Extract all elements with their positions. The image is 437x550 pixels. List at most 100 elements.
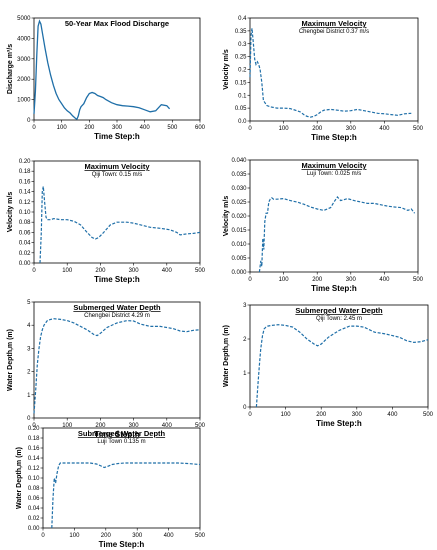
y-tick-label: 0.12 bbox=[19, 200, 31, 206]
y-tick-label: 2 bbox=[27, 370, 31, 376]
y-tick-label: 0.08 bbox=[19, 220, 31, 226]
y-tick-label: 0.25 bbox=[235, 55, 247, 61]
y-tick-label: 0 bbox=[27, 416, 31, 422]
chart-panel-6: 0 100 200 300 400 500 0 1 2 3 Submerged Water Dept… bbox=[223, 303, 434, 428]
y-tick-label: 0.4 bbox=[238, 16, 247, 22]
y-tick-label: 0 bbox=[27, 118, 31, 124]
y-tick-label: 0.00 bbox=[19, 261, 31, 267]
x-tick-label: 300 bbox=[346, 277, 357, 283]
x-tick-label: 200 bbox=[312, 277, 323, 283]
y-tick-label: 1 bbox=[243, 371, 247, 377]
chart-panel-2: 0 100 200 300 400 500 0.0 0.05 0.1 0.15 0.2 0.25 0.3… bbox=[223, 16, 424, 142]
y-tick-label: 0.18 bbox=[19, 169, 31, 175]
plot-frame bbox=[33, 301, 201, 419]
x-tick-label: 500 bbox=[167, 125, 178, 131]
x-tick-label: 300 bbox=[346, 126, 357, 132]
y-tick-label: 0.20 bbox=[28, 426, 40, 432]
x-axis-label: Time Step:h bbox=[94, 132, 140, 141]
x-tick-label: 300 bbox=[112, 125, 123, 131]
y-tick-label: 3000 bbox=[17, 57, 31, 63]
y-tick-label: 0.020 bbox=[231, 214, 247, 220]
x-tick-label: 100 bbox=[281, 412, 292, 418]
x-tick-label: 500 bbox=[423, 412, 434, 418]
y-tick-label: 0.10 bbox=[19, 210, 31, 216]
x-tick-label: 500 bbox=[413, 126, 424, 132]
y-axis-label: Velocity m/s bbox=[7, 192, 14, 233]
series-line-1 bbox=[258, 196, 416, 273]
y-tick-label: 0.16 bbox=[28, 446, 40, 452]
series-line-1 bbox=[33, 318, 201, 414]
x-axis-label: Time Step:h bbox=[311, 284, 357, 293]
y-tick-label: 5000 bbox=[17, 16, 31, 22]
y-tick-label: 0.000 bbox=[231, 270, 247, 276]
x-tick-label: 0 bbox=[41, 533, 45, 539]
series-line-1 bbox=[33, 19, 171, 121]
y-tick-label: 0.030 bbox=[231, 186, 247, 192]
y-tick-label: 0.10 bbox=[28, 476, 40, 482]
y-tick-label: 3 bbox=[243, 303, 247, 309]
x-tick-label: 500 bbox=[413, 277, 424, 283]
x-tick-label: 0 bbox=[248, 126, 252, 132]
x-axis-label: Time Step:h bbox=[94, 430, 140, 439]
y-tick-label: 1 bbox=[27, 393, 31, 399]
chart-title: Submerged Water Depth bbox=[73, 303, 161, 312]
chart-title: Maximum Velocity bbox=[301, 161, 367, 170]
x-axis-label: Time Step:h bbox=[316, 419, 362, 428]
y-tick-label: 0.18 bbox=[28, 436, 40, 442]
x-tick-label: 500 bbox=[195, 533, 206, 539]
y-tick-label: 0.035 bbox=[231, 172, 247, 178]
y-tick-label: 0.12 bbox=[28, 466, 40, 472]
x-tick-label: 0 bbox=[32, 268, 36, 274]
x-tick-label: 0 bbox=[32, 423, 36, 429]
y-tick-label: 0.015 bbox=[231, 228, 247, 234]
y-axis-label: Discharge m³/s bbox=[7, 44, 14, 94]
chart-panel-1: 0 100 200 300 400 500 600 0 1000 2000 3000 4000 5000… bbox=[7, 16, 206, 141]
x-axis-label: Time Step:h bbox=[99, 540, 145, 549]
chart-title: Submerged Water Depth bbox=[295, 306, 383, 315]
y-tick-label: 0.20 bbox=[19, 159, 31, 165]
y-tick-label: 2 bbox=[243, 337, 247, 343]
y-axis-label: Water Depth,m (m) bbox=[16, 447, 23, 509]
x-tick-label: 100 bbox=[69, 533, 80, 539]
y-tick-label: 0.16 bbox=[19, 179, 31, 185]
y-axis-label: Water Depth,m (m) bbox=[7, 329, 14, 391]
chart-panel-7: 0 100 200 300 400 500 0.00 0.02 0.04 0.06 0.08 0.10… bbox=[16, 426, 206, 549]
x-tick-label: 400 bbox=[162, 423, 173, 429]
y-tick-label: 0.04 bbox=[28, 506, 40, 512]
x-tick-label: 0 bbox=[248, 277, 252, 283]
x-tick-label: 200 bbox=[84, 125, 95, 131]
x-tick-label: 100 bbox=[279, 126, 290, 132]
y-tick-label: 1000 bbox=[17, 98, 31, 104]
y-tick-label: 4000 bbox=[17, 36, 31, 42]
chart-panel-5: 0 100 200 300 400 500 0 1 2 3 4 5 Submerged Water De… bbox=[7, 300, 206, 439]
x-tick-label: 100 bbox=[62, 423, 73, 429]
x-tick-label: 400 bbox=[140, 125, 151, 131]
x-tick-label: 400 bbox=[379, 277, 390, 283]
series-line-1 bbox=[255, 324, 429, 408]
y-tick-label: 0.010 bbox=[231, 242, 247, 248]
x-axis-label: Time Step:h bbox=[94, 275, 140, 284]
x-tick-label: 200 bbox=[95, 423, 106, 429]
y-tick-label: 0.1 bbox=[238, 93, 247, 99]
y-tick-label: 0.00 bbox=[28, 526, 40, 532]
chart-title: Submerged Water Depth bbox=[78, 429, 166, 438]
chart-panel-3: 0 100 200 300 400 500 0.00 0.02 0.04 0.06 0.08 0.10… bbox=[7, 159, 206, 284]
y-tick-label: 0.15 bbox=[235, 80, 247, 86]
x-tick-label: 0 bbox=[32, 125, 36, 131]
series-line-1 bbox=[39, 186, 201, 264]
x-tick-label: 200 bbox=[316, 412, 327, 418]
series-line-1 bbox=[249, 28, 412, 118]
y-tick-label: 0.025 bbox=[231, 200, 247, 206]
y-tick-label: 0.08 bbox=[28, 486, 40, 492]
chart-subtitle: Qiji Town: 2.45 m bbox=[316, 316, 362, 322]
y-axis-label: Velocity m/s bbox=[223, 49, 230, 90]
x-tick-label: 400 bbox=[162, 268, 173, 274]
chart-title: 50-Year Max Flood Discharge bbox=[65, 19, 169, 28]
y-axis-label: Velocity m/s bbox=[223, 196, 230, 237]
y-tick-label: 0.04 bbox=[19, 241, 31, 247]
y-tick-label: 0.14 bbox=[28, 456, 40, 462]
y-tick-label: 0.3 bbox=[238, 42, 247, 48]
chart-panel-4: 0 100 200 300 400 500 0.000 0.005 0.010 0.015 0.02… bbox=[223, 158, 424, 293]
chart-subtitle: Chengbei District 4.29 m bbox=[84, 313, 150, 319]
